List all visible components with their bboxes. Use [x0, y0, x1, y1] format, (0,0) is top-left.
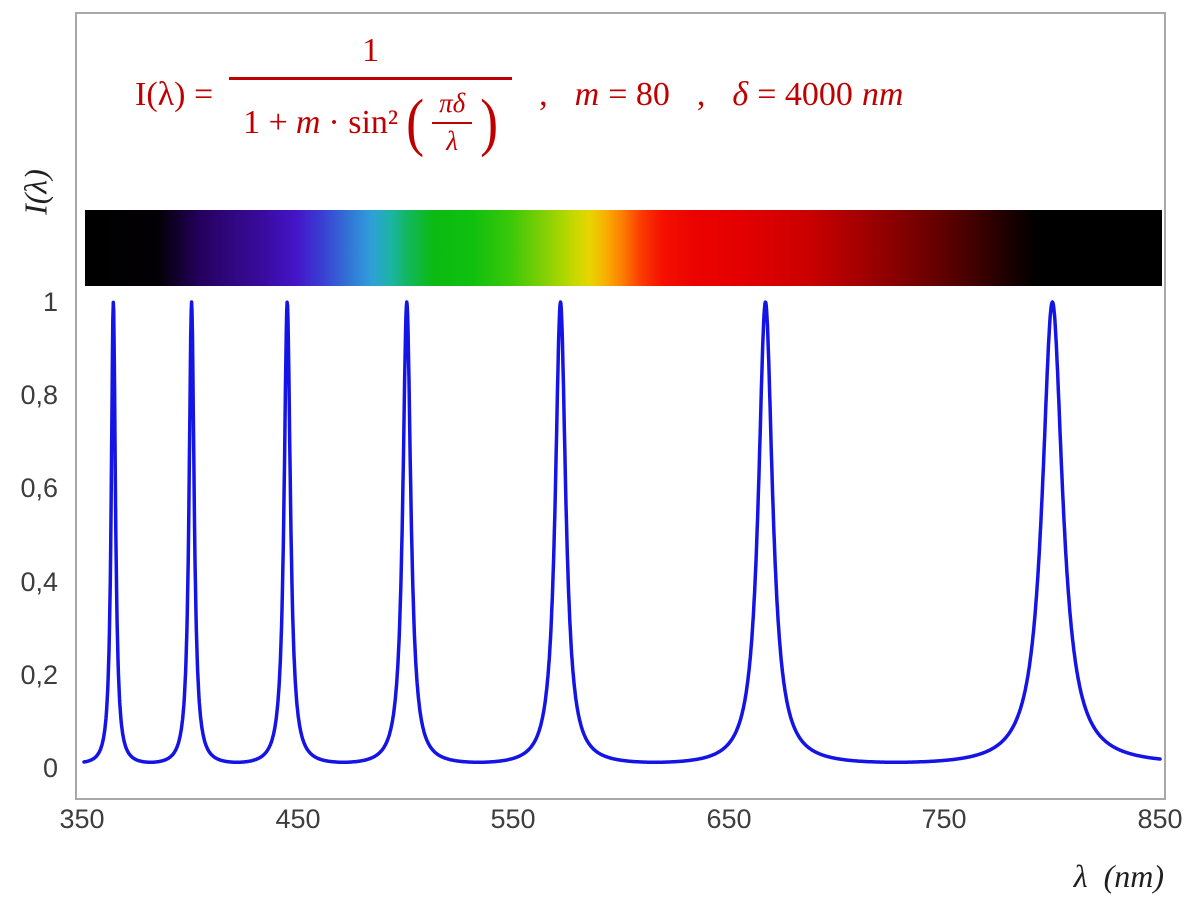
chart-frame: I(λ) = 1 1 + m · sin² ( πδ λ ) , m = 80 [75, 12, 1166, 800]
y-tick-label: 0,4 [20, 567, 58, 597]
formula-separator-2: , [696, 75, 706, 113]
spectrum-bar [85, 210, 1162, 286]
y-tick-label: 0,8 [20, 380, 58, 410]
y-tick-label: 0 [42, 753, 58, 783]
inner-denominator: λ [446, 126, 458, 156]
x-tick-label: 450 [275, 804, 321, 834]
x-tick-label: 850 [1137, 804, 1183, 834]
curve-path [82, 300, 1162, 764]
x-tick-label: 350 [59, 804, 105, 834]
y-axis-label: I(λ) [17, 169, 54, 215]
delta-variable: δ [732, 75, 749, 113]
denominator-one-plus: 1 + [243, 103, 288, 141]
fraction-numerator: 1 [362, 32, 380, 69]
x-tick-label: 750 [921, 804, 967, 834]
delta-unit: nm [861, 75, 904, 113]
y-tick-label: 0,6 [20, 473, 58, 503]
m-variable: m [574, 75, 600, 113]
close-paren: ) [480, 86, 499, 159]
denominator-sin-squared: · sin² [328, 103, 399, 141]
open-paren: ( [406, 86, 425, 159]
delta-value: = 4000 [757, 75, 853, 113]
fraction-denominator: 1 + m · sin² ( πδ λ ) [229, 77, 513, 159]
formula-lhs: I(λ) = [135, 75, 214, 113]
formula: I(λ) = 1 1 + m · sin² ( πδ λ ) , m = 80 [135, 32, 903, 157]
intensity-plot [82, 300, 1162, 764]
y-tick-label: 0,2 [20, 660, 58, 690]
denominator-m: m [295, 103, 321, 141]
formula-separator-1: , [539, 75, 548, 113]
y-tick-label: 1 [42, 287, 58, 317]
x-tick-label: 650 [706, 804, 752, 834]
x-axis-label: λ (nm) [1073, 858, 1164, 894]
inner-numerator: πδ [432, 88, 473, 124]
formula-fraction: 1 1 + m · sin² ( πδ λ ) [229, 32, 513, 159]
m-value: = 80 [608, 75, 670, 113]
inner-fraction: πδ λ [432, 88, 473, 157]
x-tick-label: 550 [490, 804, 536, 834]
